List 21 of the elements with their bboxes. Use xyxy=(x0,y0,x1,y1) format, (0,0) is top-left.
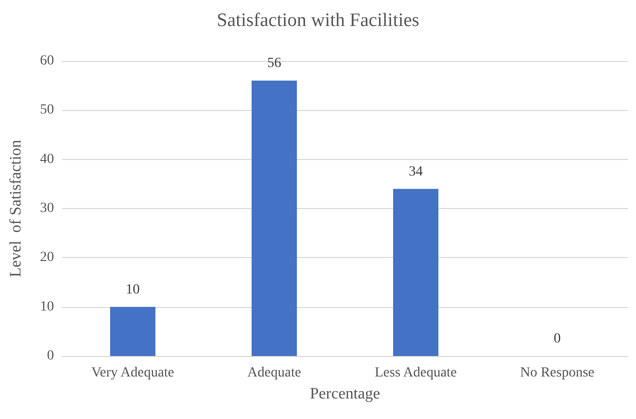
y-tick-label: 30 xyxy=(40,201,54,216)
y-tick-label: 10 xyxy=(40,299,54,314)
bar xyxy=(110,306,156,356)
x-tick-label: Adequate xyxy=(247,366,302,380)
data-label: 34 xyxy=(408,164,423,180)
chart-title: Satisfaction with Facilities xyxy=(216,10,420,31)
y-axis-title: Level of Satisfaction xyxy=(8,140,24,278)
y-tick-label: 60 xyxy=(40,54,54,68)
x-tick-label: Less Adequate xyxy=(374,366,457,380)
bar xyxy=(393,188,438,356)
x-tick-label: Very Adequate xyxy=(91,366,174,380)
y-tick-label: 50 xyxy=(40,102,54,118)
bar xyxy=(252,80,297,356)
y-tick-label: 40 xyxy=(40,152,54,167)
x-axis-title: Percentage xyxy=(310,386,380,402)
y-tick-label: 20 xyxy=(40,250,54,266)
data-label: 56 xyxy=(267,56,282,72)
data-label: 10 xyxy=(126,282,140,298)
y-tick-label: 0 xyxy=(47,348,54,364)
x-tick-label: No Response xyxy=(520,366,594,380)
data-label: 0 xyxy=(554,332,561,346)
